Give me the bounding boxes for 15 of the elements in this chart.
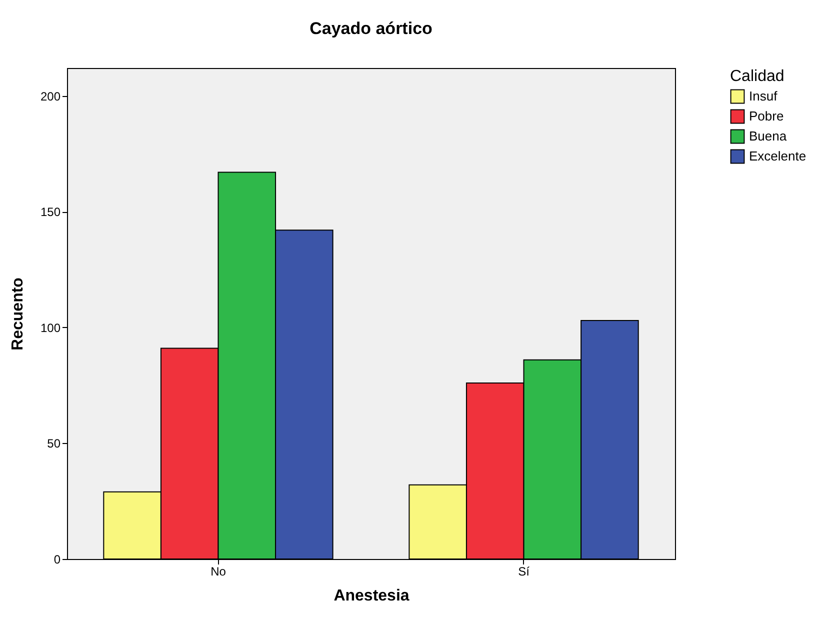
- y-tick-label: 100: [40, 320, 61, 335]
- y-tick-label: 150: [40, 205, 61, 220]
- y-tick-label: 200: [40, 89, 61, 104]
- y-tick-label: 50: [47, 436, 61, 451]
- x-tick-label: No: [210, 564, 226, 578]
- legend-label: Excelente: [749, 148, 806, 164]
- legend-label: Pobre: [749, 108, 784, 124]
- legend-label: Insuf: [749, 88, 778, 104]
- y-axis-title: Recuento: [9, 277, 26, 350]
- x-axis-title: Anestesia: [334, 588, 410, 604]
- x-tick-label: Sí: [518, 564, 530, 578]
- y-tick-label: 0: [54, 552, 61, 566]
- chart-title: Cayado aórtico: [310, 19, 432, 38]
- legend-title: Calidad: [730, 68, 784, 85]
- legend-label: Buena: [749, 128, 788, 144]
